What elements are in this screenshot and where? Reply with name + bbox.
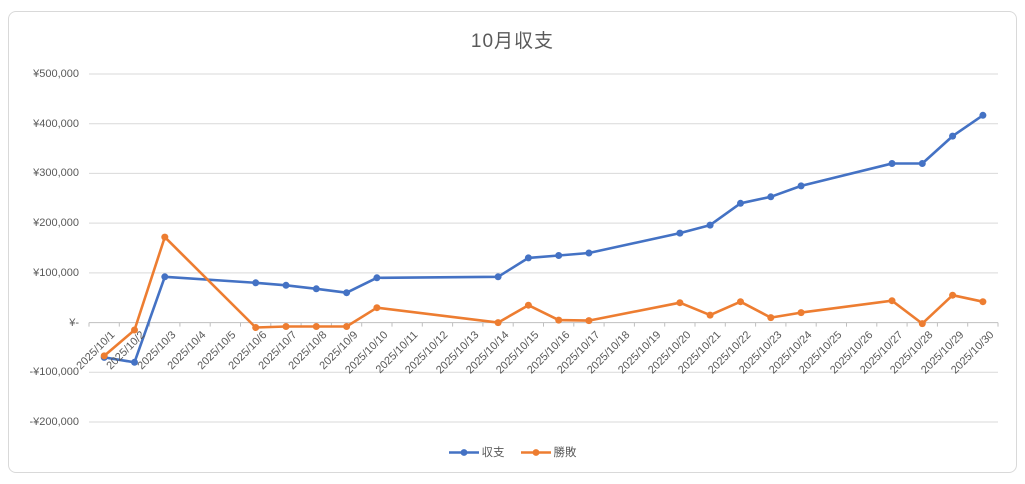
data-point-marker-1 (767, 314, 775, 322)
data-point-marker-0 (343, 289, 351, 297)
data-point-marker-0 (252, 279, 260, 287)
data-point-marker-0 (979, 111, 987, 119)
data-point-marker-1 (676, 299, 684, 307)
data-point-marker-1 (161, 233, 169, 241)
data-point-marker-1 (555, 316, 563, 324)
legend-label-shuushi: 収支 (481, 447, 505, 459)
data-point-marker-1 (343, 323, 351, 330)
legend-marker-shuushi (448, 448, 479, 456)
data-point-marker-1 (312, 323, 320, 330)
legend: 収支 勝敗 (9, 444, 1016, 460)
chart-title: 10月収支 (470, 31, 555, 52)
data-point-marker-0 (676, 229, 684, 237)
data-point-marker-0 (797, 182, 805, 190)
data-point-marker-0 (737, 199, 744, 207)
y-axis-tick-label: ¥500,000 (33, 68, 79, 80)
data-point-marker-0 (524, 254, 532, 262)
data-point-marker-1 (979, 298, 987, 306)
chart-frame: 10月収支 ¥500,000 ¥400,000 ¥300,000 ¥200,000 ¥1… (8, 11, 1017, 473)
data-point-marker-0 (918, 160, 926, 167)
data-point-marker-0 (767, 193, 775, 201)
data-point-marker-0 (282, 281, 290, 289)
data-point-marker-1 (706, 311, 714, 319)
data-point-marker-1 (282, 323, 290, 330)
data-point-marker-0 (161, 273, 169, 281)
y-axis-tick-label: ¥200,000 (33, 217, 79, 230)
y-axis-tick-label: -¥100,000 (29, 366, 79, 379)
data-point-marker-0 (888, 160, 896, 167)
data-point-marker-1 (252, 324, 260, 331)
legend-label-shouhai: 勝敗 (553, 447, 577, 459)
data-point-marker-1 (100, 352, 108, 360)
data-point-marker-0 (131, 358, 138, 366)
data-point-marker-0 (949, 132, 957, 140)
legend-item-shuushi: 収支 (448, 444, 505, 460)
data-point-marker-1 (373, 304, 381, 312)
data-point-marker-1 (737, 298, 744, 306)
legend-marker-shouhai (520, 448, 551, 456)
y-axis-tick-label: ¥100,000 (33, 266, 79, 279)
y-axis-tick-label: ¥300,000 (33, 167, 79, 180)
data-point-marker-1 (949, 291, 957, 299)
data-point-marker-1 (585, 317, 593, 325)
data-point-marker-1 (797, 309, 805, 317)
data-point-marker-0 (706, 221, 714, 229)
plot-area (88, 73, 999, 423)
y-axis-tick-label: ¥- (69, 316, 79, 329)
data-point-marker-1 (888, 297, 896, 305)
data-point-marker-0 (585, 249, 593, 257)
data-point-marker-1 (494, 319, 502, 327)
data-point-marker-1 (131, 326, 138, 334)
data-point-marker-0 (555, 252, 563, 259)
data-point-marker-1 (918, 320, 926, 328)
data-point-marker-1 (524, 301, 532, 309)
data-point-marker-0 (312, 285, 320, 293)
data-point-marker-0 (373, 274, 381, 282)
y-axis-tick-label: -¥200,000 (29, 416, 79, 428)
legend-item-shouhai: 勝敗 (520, 444, 577, 460)
data-point-marker-0 (494, 273, 502, 281)
y-axis-tick-label: ¥400,000 (33, 117, 79, 130)
